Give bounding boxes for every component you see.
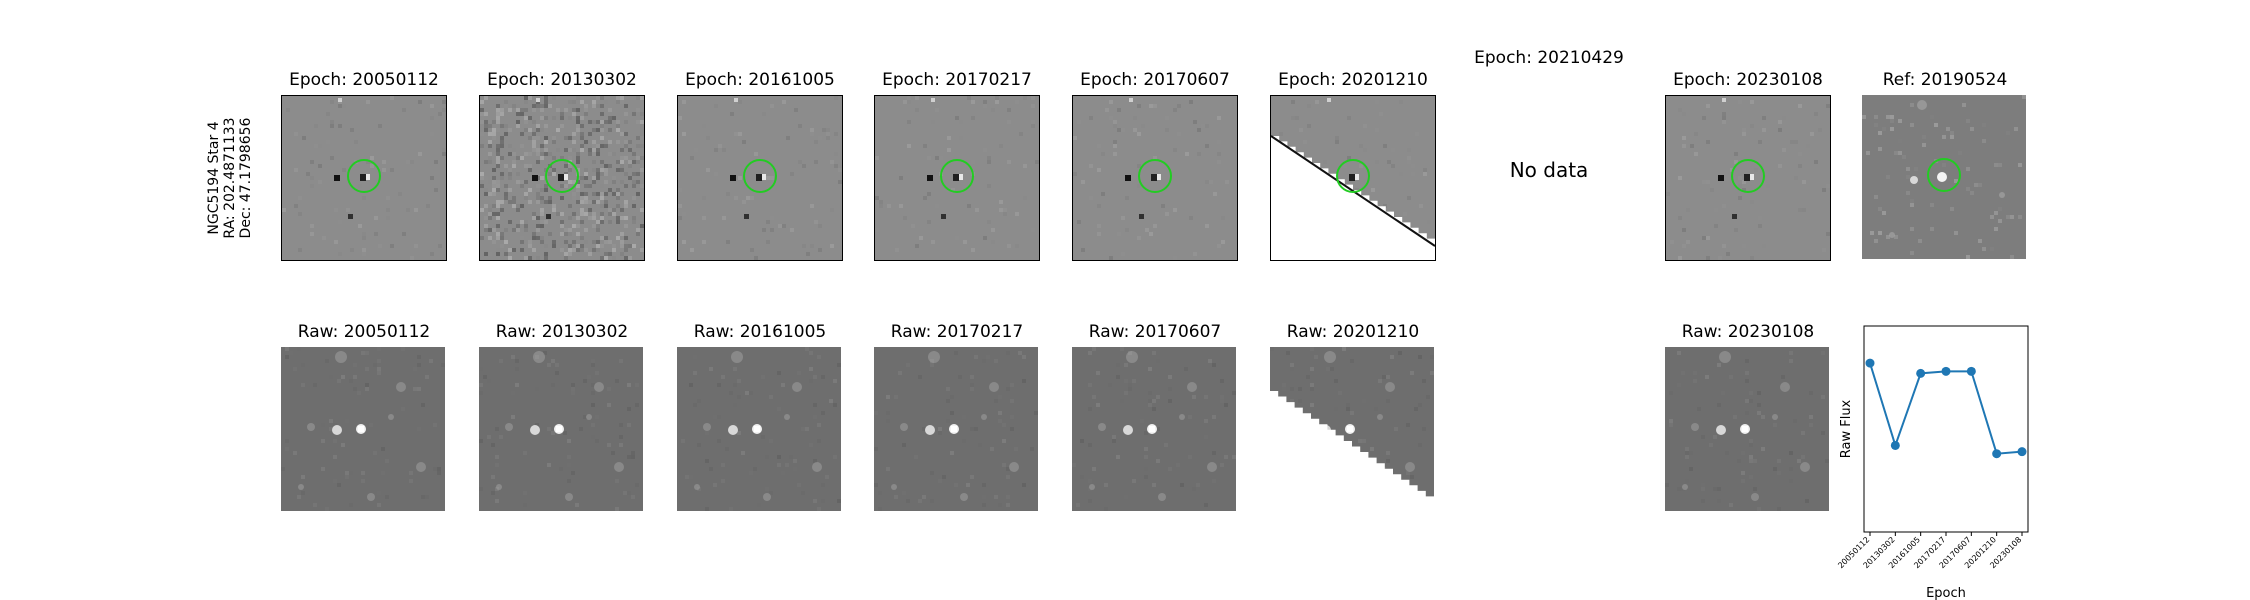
plot-frame [1863, 325, 2029, 533]
difference-image-3 [874, 95, 1040, 261]
difference-image-2 [677, 95, 843, 261]
flux-point [1890, 440, 1900, 450]
raw-title-0: Raw: 20050112 [297, 322, 431, 342]
top-title-0: Epoch: 20050112 [289, 70, 439, 90]
raw-title-3: Raw: 20170217 [890, 322, 1024, 342]
flux-point [1966, 366, 1976, 376]
raw-title-4: Raw: 20170607 [1088, 322, 1222, 342]
flux-point [1865, 358, 1875, 368]
no-data-message: No data [1509, 158, 1589, 182]
difference-image-0 [281, 95, 447, 261]
flux-point [1992, 449, 2002, 459]
x-axis-label: Epoch [1926, 586, 1966, 600]
raw-image-6 [1665, 347, 1829, 511]
star-info-label: NGC5194 Star 4 RA: 202.4871133 Dec: 47.1… [206, 117, 254, 239]
top-title-8: Ref: 20190524 [1882, 70, 2008, 90]
top-title-3: Epoch: 20170217 [882, 70, 1032, 90]
raw-title-1: Raw: 20130302 [495, 322, 629, 342]
raw-title-5: Raw: 20201210 [1286, 322, 1420, 342]
raw-flux-chart: 2005011220130302201610052017021720170607… [1836, 325, 2029, 600]
star-ra: RA: 202.4871133 [222, 117, 238, 239]
top-title-2: Epoch: 20161005 [685, 70, 835, 90]
y-axis-label: Raw Flux [1839, 399, 1854, 458]
star-dec: Dec: 47.1798656 [238, 117, 254, 239]
difference-image-4 [1072, 95, 1238, 261]
flux-point [2017, 447, 2027, 457]
raw-image-2 [677, 347, 841, 511]
difference-image-1 [479, 95, 645, 261]
top-title-1: Epoch: 20130302 [487, 70, 637, 90]
raw-image-3 [874, 347, 1038, 511]
flux-point [1941, 366, 1951, 376]
flux-point [1916, 368, 1926, 378]
raw-image-4 [1072, 347, 1236, 511]
top-title-4: Epoch: 20170607 [1080, 70, 1230, 90]
raw-image-1 [479, 347, 643, 511]
top-title-7: Epoch: 20230108 [1673, 70, 1823, 90]
reference-image [1862, 95, 2026, 259]
top-title-5: Epoch: 20201210 [1278, 70, 1428, 90]
raw-title-2: Raw: 20161005 [693, 322, 827, 342]
raw-image-5 [1270, 347, 1434, 511]
raw-image-0 [281, 347, 445, 511]
top-title-6: Epoch: 20210429 [1474, 48, 1624, 68]
star-name: NGC5194 Star 4 [206, 121, 222, 235]
raw-title-6: Raw: 20230108 [1681, 322, 1815, 342]
difference-image-5 [1270, 95, 1436, 261]
difference-image-7 [1665, 95, 1831, 261]
